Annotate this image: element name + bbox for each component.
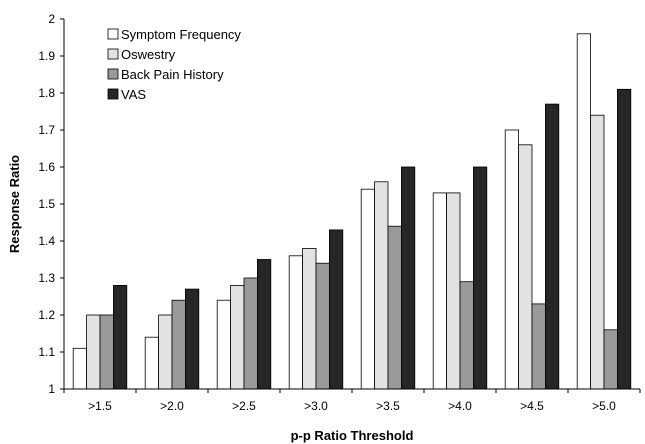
legend: Symptom Frequency Oswestry Back Pain Histo… <box>107 27 241 102</box>
bar <box>243 277 258 390</box>
y-tick-label: 1.6 <box>38 160 55 174</box>
x-ticks-group: >1.5 >2.0 >2.5 >3.0 >3.5 >4.0 >4.5 >5.0 <box>63 389 641 413</box>
bar <box>446 192 461 390</box>
legend-label: Back Pain History <box>121 67 224 82</box>
bar <box>472 166 488 390</box>
bar <box>545 103 560 390</box>
legend-label: Symptom Frequency <box>121 27 241 42</box>
x-tick-label: >2.5 <box>232 399 256 413</box>
y-ticks-group: 1 1.1 1.2 1.3 1.4 1.5 1.6 1.7 1.8 1.9 2 <box>38 12 64 396</box>
bar <box>184 288 200 390</box>
bar <box>518 144 533 390</box>
bar <box>387 225 402 390</box>
bar <box>328 229 344 390</box>
bar <box>113 284 128 390</box>
bar <box>171 299 186 390</box>
x-tick-label: >1.5 <box>88 399 112 413</box>
bar <box>99 314 114 390</box>
y-tick-label: 1.2 <box>38 308 55 322</box>
bar <box>230 284 245 390</box>
bar <box>158 314 173 390</box>
y-tick-label: 1.9 <box>38 49 55 63</box>
bars-group <box>72 33 632 390</box>
bar <box>288 255 304 390</box>
bar <box>256 259 272 390</box>
bar <box>590 114 605 390</box>
legend-label: VAS <box>121 87 146 102</box>
y-tick-label: 1.4 <box>38 234 55 248</box>
bar <box>216 299 231 390</box>
x-axis-title: p-p Ratio Threshold <box>291 428 414 443</box>
bar <box>603 329 618 390</box>
legend-label: Oswestry <box>121 47 176 62</box>
x-tick-label: >2.0 <box>160 399 184 413</box>
y-tick-label: 1.5 <box>38 197 55 211</box>
y-tick-label: 1.7 <box>38 123 55 137</box>
bar <box>360 188 376 390</box>
bar <box>459 281 474 390</box>
bar <box>531 303 546 390</box>
legend-swatch <box>107 68 119 80</box>
legend-swatch <box>107 48 119 60</box>
bar <box>144 336 159 390</box>
y-tick-label: 1.1 <box>38 345 55 359</box>
bar <box>576 33 592 390</box>
bar <box>315 262 330 390</box>
y-axis-title: Response Ratio <box>7 155 22 253</box>
y-tick-label: 1.3 <box>38 271 55 285</box>
bar <box>72 347 87 390</box>
x-tick-label: >3.0 <box>304 399 328 413</box>
y-tick-label: 1 <box>48 382 55 396</box>
bar <box>504 129 520 390</box>
bar <box>374 181 389 390</box>
legend-swatch <box>107 88 119 100</box>
x-tick-label: >3.5 <box>376 399 400 413</box>
x-tick-label: >5.0 <box>592 399 616 413</box>
legend-swatch <box>107 28 119 40</box>
bar <box>432 192 448 390</box>
bar <box>86 314 101 390</box>
bar <box>400 166 416 390</box>
x-tick-label: >4.5 <box>520 399 544 413</box>
x-tick-label: >4.0 <box>448 399 472 413</box>
y-tick-label: 2 <box>48 12 55 26</box>
y-tick-label: 1.8 <box>38 86 55 100</box>
bar <box>302 247 317 390</box>
bar <box>617 88 632 390</box>
